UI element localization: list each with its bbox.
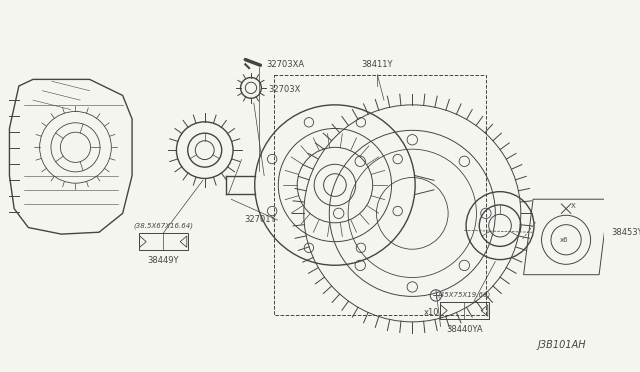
- Bar: [440, 302, 489, 319]
- Text: 32701Y: 32701Y: [244, 215, 275, 224]
- Text: 38453Y: 38453Y: [611, 228, 640, 237]
- Text: 32703X: 32703X: [268, 85, 300, 94]
- Text: x6: x6: [560, 237, 568, 243]
- Text: 32703XA: 32703XA: [266, 60, 304, 69]
- Text: 38449Y: 38449Y: [147, 256, 179, 265]
- Bar: [274, 75, 486, 315]
- Text: (38.5X67X16.64): (38.5X67X16.64): [133, 223, 193, 230]
- Text: x10: x10: [424, 308, 439, 317]
- Bar: [139, 233, 188, 250]
- Text: 38440YA: 38440YA: [446, 325, 483, 334]
- Text: X: X: [570, 203, 575, 209]
- Text: (45X75X19.60): (45X75X19.60): [438, 292, 491, 298]
- Text: J3B101AH: J3B101AH: [538, 340, 586, 350]
- Text: 38411Y: 38411Y: [362, 60, 393, 69]
